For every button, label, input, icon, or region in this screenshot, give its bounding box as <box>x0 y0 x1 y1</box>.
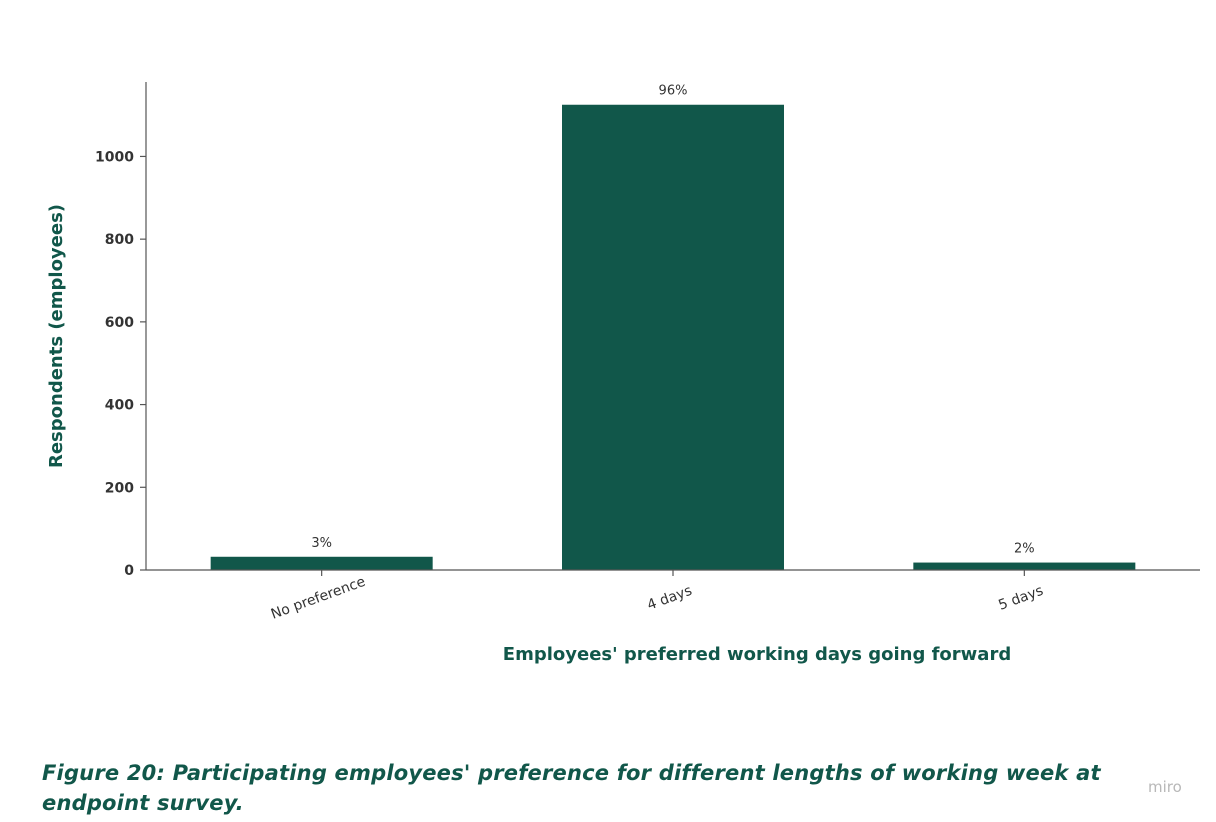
y-tick-label: 200 <box>105 480 134 496</box>
x-tick-label: No preference <box>269 574 368 623</box>
y-tick-label: 800 <box>105 232 134 248</box>
bar-chart: 3% 96% 2% 0 200 400 600 800 1000 No preference 4… <box>46 82 1200 665</box>
bar-data-label: 96% <box>659 84 688 99</box>
x-axis-title: Employees' preferred working days going … <box>503 644 1011 665</box>
data-labels-layer: 3% 96% 2% <box>311 84 1034 557</box>
x-tick-label: 4 days <box>645 583 694 614</box>
y-tick-label: 600 <box>105 315 134 331</box>
bar <box>562 104 784 571</box>
y-tick-label: 400 <box>105 398 134 414</box>
y-tick-label: 0 <box>124 563 134 579</box>
bar <box>913 562 1136 570</box>
bar-data-label: 2% <box>1014 542 1035 557</box>
bars-layer <box>210 104 1136 571</box>
y-tick-label: 1000 <box>95 149 134 165</box>
y-axis-title: Respondents (employees) <box>46 204 67 468</box>
bar-data-label: 3% <box>311 536 332 551</box>
miro-watermark: miro <box>1148 778 1182 796</box>
x-ticks-layer: No preference 4 days 5 days <box>269 570 1046 623</box>
y-ticks-layer: 0 200 400 600 800 1000 <box>95 149 146 579</box>
figure-caption: Figure 20: Participating employees' pref… <box>42 761 1101 815</box>
bar <box>210 556 433 570</box>
x-tick-label: 5 days <box>996 583 1045 614</box>
